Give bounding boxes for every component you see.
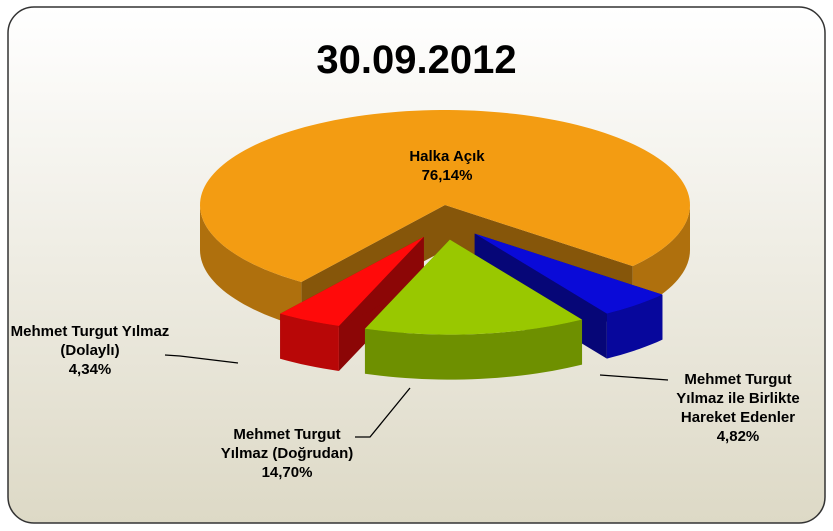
slice-side bbox=[200, 205, 302, 327]
pie bbox=[200, 110, 690, 380]
data-label: Mehmet Turgut Yılmaz (Doğrudan) 14,70% bbox=[212, 425, 362, 482]
leader-line bbox=[599, 374, 669, 381]
value-label: 4,82% bbox=[716, 428, 760, 445]
value-label: 14,70% bbox=[261, 464, 313, 481]
slice-side bbox=[364, 319, 583, 380]
data-label: Mehmet Turgut Yılmaz ile Birlikte Hareke… bbox=[668, 370, 808, 446]
category-label: Halka Açık bbox=[409, 148, 485, 165]
slice bbox=[280, 236, 424, 326]
category-label: Mehmet Turgut Yılmaz (Doğrudan) bbox=[220, 426, 354, 462]
value-label: 4,34% bbox=[68, 361, 112, 378]
data-label: Mehmet Turgut Yılmaz (Dolaylı) 4,34% bbox=[10, 322, 170, 379]
slice-side bbox=[606, 294, 663, 359]
slice-side bbox=[632, 205, 690, 312]
data-label: Halka Açık 76,14% bbox=[367, 147, 527, 185]
slice bbox=[200, 110, 690, 282]
category-label: Mehmet Turgut Yılmaz (Dolaylı) bbox=[10, 323, 170, 359]
slice-side bbox=[280, 313, 339, 371]
value-label: 76,14% bbox=[421, 167, 473, 184]
leader-lines bbox=[164, 354, 669, 438]
category-label: Mehmet Turgut Yılmaz ile Birlikte Hareke… bbox=[676, 371, 800, 426]
chart-title: 30.09.2012 bbox=[316, 38, 517, 82]
leader-line bbox=[355, 387, 411, 438]
slice bbox=[474, 233, 663, 314]
slice bbox=[364, 239, 583, 335]
leader-line bbox=[164, 354, 239, 364]
